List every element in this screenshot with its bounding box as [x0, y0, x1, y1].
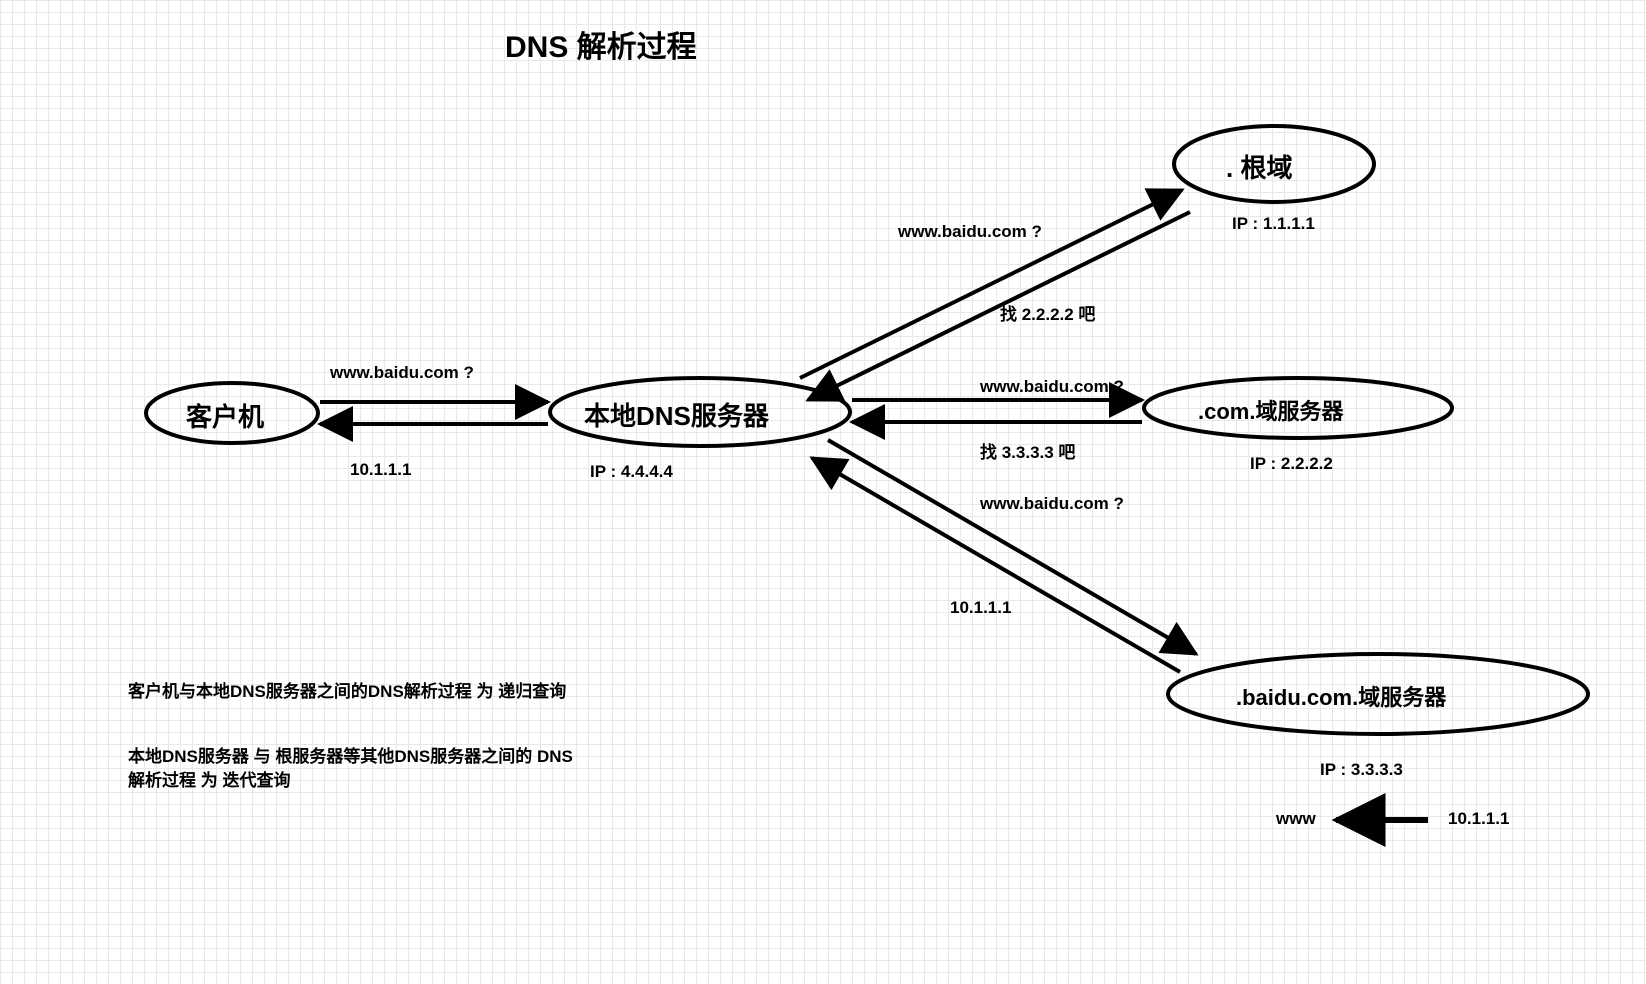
- svg-overlay: [0, 0, 1646, 984]
- node-local-label: 本地DNS服务器: [584, 396, 769, 433]
- node-baidu: [1168, 654, 1588, 734]
- node-root-label: . 根域: [1226, 148, 1292, 185]
- node-client-ip: 10.1.1.1: [350, 460, 411, 480]
- node-client-label: 客户机: [186, 397, 264, 434]
- node-baidu-ip: IP : 3.3.3.3: [1320, 760, 1403, 780]
- edge-local-to-root: [800, 190, 1182, 378]
- edge-baidu-to-local-label: 10.1.1.1: [950, 598, 1011, 618]
- node-com: [1144, 378, 1452, 438]
- node-com-label: .com.域服务器: [1198, 394, 1343, 426]
- node-local: [550, 378, 850, 446]
- node-root-ip: IP : 1.1.1.1: [1232, 214, 1315, 234]
- legend-ip: 10.1.1.1: [1448, 809, 1509, 829]
- edge-com-to-local-label: 找 3.3.3.3 吧: [980, 438, 1075, 463]
- node-client: [146, 383, 318, 443]
- edge-client-to-local-label: www.baidu.com ?: [330, 363, 474, 383]
- node-com-ip: IP : 2.2.2.2: [1250, 454, 1333, 474]
- edge-local-to-baidu-label: www.baidu.com ?: [980, 494, 1124, 514]
- note-recursive: 客户机与本地DNS服务器之间的DNS解析过程 为 递归查询: [128, 680, 566, 704]
- node-root: [1174, 126, 1374, 202]
- edge-root-to-local-label: 找 2.2.2.2 吧: [1000, 300, 1095, 325]
- node-baidu-label: .baidu.com.域服务器: [1236, 680, 1446, 712]
- diagram-canvas: DNS 解析过程 客户机 本地DNS服务器 . 根域 .com.域服务器: [0, 0, 1646, 984]
- diagram-title: DNS 解析过程: [505, 22, 697, 66]
- note-iterative: 本地DNS服务器 与 根服务器等其他DNS服务器之间的 DNS解析过程 为 迭代…: [128, 745, 588, 793]
- edge-local-to-root-label: www.baidu.com ?: [898, 222, 1042, 242]
- edge-baidu-to-local: [812, 458, 1180, 672]
- edge-local-to-baidu: [828, 440, 1196, 654]
- edge-root-to-local: [808, 212, 1190, 400]
- edge-local-to-com-label: www.baidu.com ?: [980, 377, 1124, 397]
- legend-www: www: [1276, 809, 1316, 829]
- node-local-ip: IP : 4.4.4.4: [590, 462, 673, 482]
